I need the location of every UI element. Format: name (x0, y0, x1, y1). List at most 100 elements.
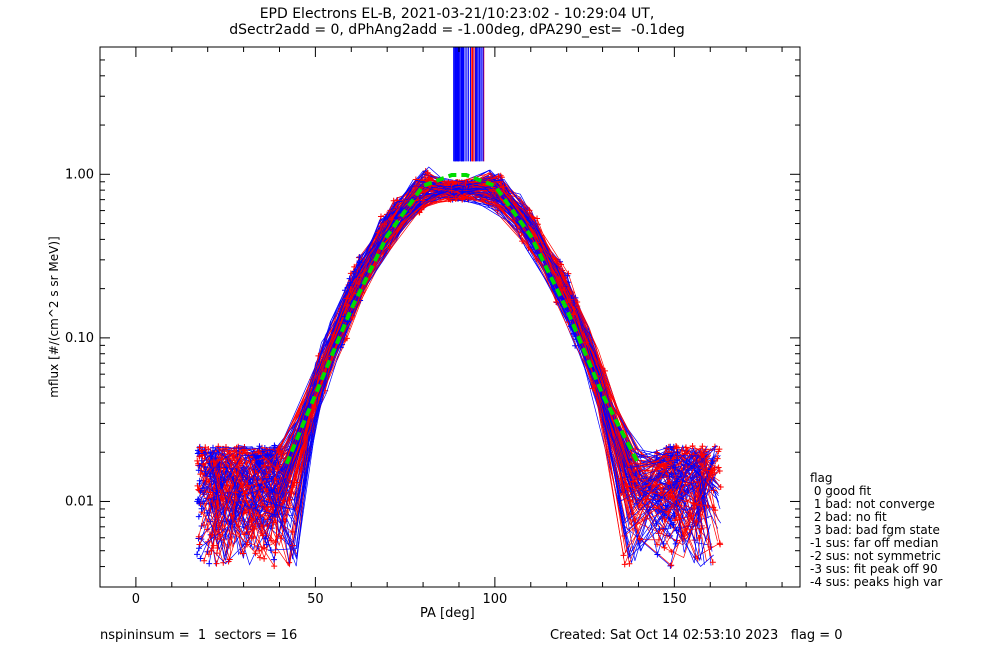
legend-item: 1 bad: not converge (810, 497, 935, 511)
x-tick-label: 150 (662, 592, 687, 607)
flux-marker (289, 529, 296, 536)
legend-item: 0 good fit (810, 484, 872, 498)
flux-marker (343, 302, 350, 309)
flux-marker (674, 478, 681, 485)
footer-created: Created: Sat Oct 14 02:53:10 2023 flag =… (550, 628, 843, 643)
flux-marker (699, 443, 706, 450)
flux-marker (220, 559, 227, 566)
legend-title: flag (810, 471, 833, 485)
flux-marker (656, 525, 663, 532)
flux-marker (377, 213, 384, 220)
flux-marker (667, 443, 674, 450)
flux-marker (636, 536, 643, 543)
flux-marker (717, 541, 724, 548)
footer-spin-info: nspininsum = 1 sectors = 16 (100, 628, 298, 643)
flux-marker (254, 452, 261, 459)
flux-marker (259, 532, 266, 539)
y-tick-label: 1.00 (65, 167, 94, 182)
flux-marker (620, 552, 627, 559)
flux-marker (194, 457, 201, 464)
flux-marker (626, 497, 633, 504)
flux-marker (210, 444, 217, 451)
flux-curve (216, 183, 714, 540)
flux-marker (674, 449, 681, 456)
flux-marker (386, 243, 393, 250)
flux-marker (665, 508, 672, 515)
flux-marker (278, 451, 285, 458)
legend-item: -4 sus: peaks high var (810, 575, 943, 589)
flux-curve (213, 187, 703, 567)
flux-marker (196, 500, 203, 507)
flux-curve (208, 187, 719, 549)
flux-marker (194, 551, 201, 558)
flux-marker (534, 215, 541, 222)
flux-marker (278, 535, 285, 542)
flux-marker (197, 555, 204, 562)
flux-marker (248, 517, 255, 524)
flux-marker (226, 556, 233, 563)
flux-marker (196, 477, 203, 484)
flag-legend: flag 0 good fit 1 bad: not converge 2 ba… (810, 472, 942, 589)
flux-marker (195, 513, 202, 520)
flux-curve (204, 192, 720, 496)
flux-marker (449, 179, 456, 186)
flux-marker (464, 195, 471, 202)
flux-marker (195, 533, 202, 540)
flux-marker (271, 511, 278, 518)
flux-marker (553, 257, 560, 264)
flux-marker (207, 489, 214, 496)
flux-marker (495, 173, 502, 180)
flux-marker (583, 339, 590, 346)
flux-marker (256, 554, 263, 561)
y-tick-label: 0.10 (65, 331, 94, 346)
flux-marker (261, 498, 268, 505)
flux-curve (215, 173, 708, 560)
flux-marker (654, 551, 661, 558)
flux-marker (664, 503, 671, 510)
flux-marker (256, 443, 263, 450)
flux-marker (426, 175, 433, 182)
flux-marker (390, 197, 397, 204)
flux-marker (668, 562, 675, 569)
flux-marker (665, 448, 672, 455)
flux-marker (262, 485, 269, 492)
flux-marker (570, 331, 577, 338)
legend-item: -1 sus: far off median (810, 536, 939, 550)
flux-marker (263, 541, 270, 548)
flux-marker (197, 500, 204, 507)
flux-marker (693, 519, 700, 526)
flux-marker (570, 311, 577, 318)
flux-marker (356, 259, 363, 266)
flux-marker (341, 336, 348, 343)
flux-marker (351, 268, 358, 275)
flux-marker (424, 169, 431, 176)
flux-marker (208, 547, 215, 554)
flux-marker (240, 550, 247, 557)
flux-marker (256, 547, 263, 554)
flux-marker (448, 187, 455, 194)
flux-marker (667, 482, 674, 489)
flux-marker (711, 465, 718, 472)
flux-curve (198, 187, 707, 549)
flux-curve (199, 195, 711, 545)
flux-marker (714, 455, 721, 462)
flux-marker (624, 483, 631, 490)
flux-marker (672, 540, 679, 547)
flux-marker (621, 561, 628, 568)
legend-item: -3 sus: fit peak off 90 (810, 562, 938, 576)
flux-marker (660, 540, 667, 547)
flux-marker (459, 188, 466, 195)
x-tick-label: 50 (307, 592, 324, 607)
flux-marker (201, 521, 208, 528)
flux-curve (200, 169, 702, 558)
flux-curve (204, 179, 719, 496)
flux-marker (275, 448, 282, 455)
flux-marker (210, 542, 217, 549)
flux-marker (695, 535, 702, 542)
x-axis-label: PA [deg] (420, 606, 475, 621)
legend-item: -2 sus: not symmetric (810, 549, 941, 563)
flux-marker (205, 551, 212, 558)
flux-marker (343, 295, 350, 302)
flux-marker (198, 447, 205, 454)
